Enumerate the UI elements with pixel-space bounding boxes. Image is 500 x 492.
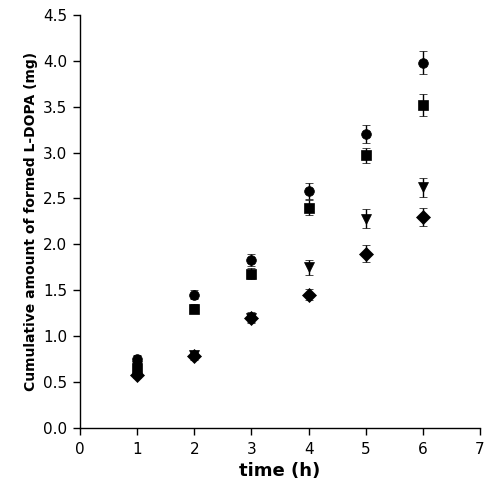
Y-axis label: Cumulative amount of formed L-DOPA (mg): Cumulative amount of formed L-DOPA (mg): [24, 52, 38, 391]
X-axis label: time (h): time (h): [240, 462, 320, 481]
